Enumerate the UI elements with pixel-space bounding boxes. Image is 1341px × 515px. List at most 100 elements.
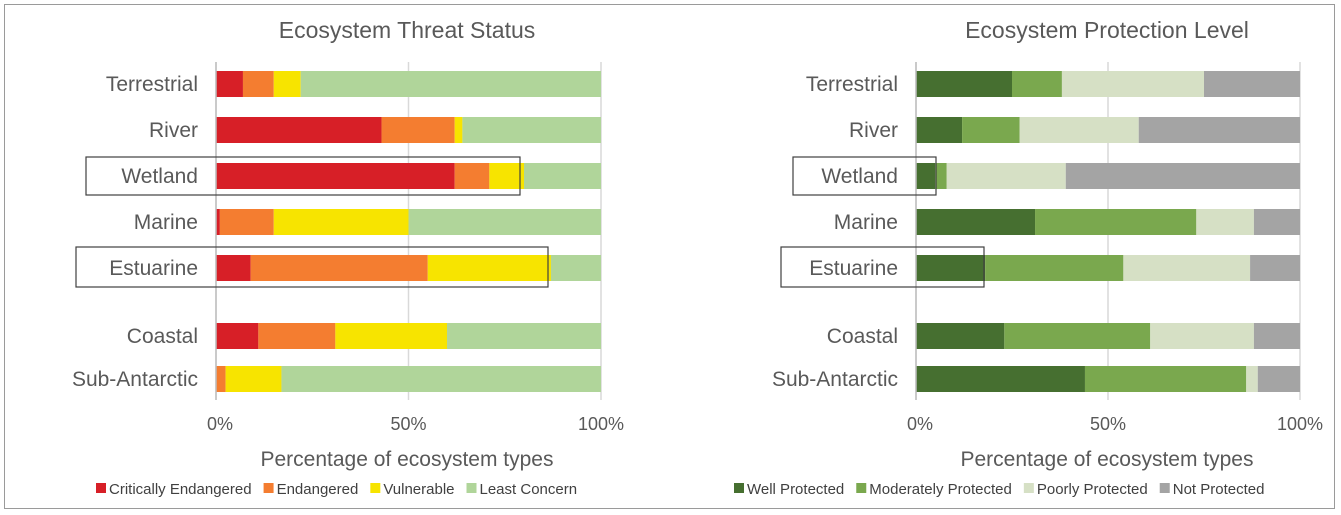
legend-swatch-least-concern — [466, 483, 477, 493]
bar-river-not-protected — [1138, 117, 1300, 143]
bar-estuarine-not-protected — [1250, 255, 1300, 281]
figure-frame — [4, 4, 1335, 509]
chart-title: Ecosystem Protection Level — [965, 17, 1249, 43]
bar-wetland-critically-endangered — [216, 163, 455, 189]
x-tick-label: 50% — [1090, 414, 1126, 434]
category-label-wetland: Wetland — [121, 165, 198, 188]
x-axis-label: Percentage of ecosystem types — [261, 448, 554, 471]
bar-marine-not-protected — [1253, 209, 1300, 235]
bar-river-least-concern — [462, 117, 601, 143]
x-tick-label: 0% — [207, 414, 233, 434]
bar-estuarine-poorly-protected — [1123, 255, 1251, 281]
bar-terrestrial-not-protected — [1204, 71, 1300, 97]
bar-estuarine-well-protected — [916, 255, 986, 281]
bar-coastal-least-concern — [447, 323, 601, 349]
category-label-estuarine: Estuarine — [109, 257, 198, 280]
bar-river-moderately-protected — [962, 117, 1020, 143]
legend-swatch-poorly-protected — [1023, 483, 1034, 493]
bar-wetland-endangered — [454, 163, 490, 189]
bar-terrestrial-critically-endangered — [216, 71, 243, 97]
legend-label-least-concern: Least Concern — [480, 481, 578, 498]
highlight-box-wetland — [792, 156, 937, 196]
bar-marine-least-concern — [408, 209, 601, 235]
bar-river-critically-endangered — [216, 117, 382, 143]
category-label-terrestrial: Terrestrial — [806, 73, 898, 96]
bar-terrestrial-poorly-protected — [1061, 71, 1204, 97]
legend-label-critically-endangered: Critically Endangered — [109, 481, 252, 498]
category-label-sub-antarctic: Sub-Antarctic — [772, 368, 898, 391]
category-label-marine: Marine — [134, 211, 198, 234]
chart-1: 0% 50% 100% Ecosystem Threat Status Terrestr… — [72, 17, 624, 498]
bar-estuarine-least-concern — [550, 255, 601, 281]
legend-label-moderately-protected: Moderately Protected — [869, 481, 1012, 498]
highlight-box-estuarine — [780, 246, 985, 288]
bar-river-poorly-protected — [1019, 117, 1139, 143]
bar-sub-antarctic-least-concern — [281, 366, 601, 392]
bar-marine-well-protected — [916, 209, 1036, 235]
bar-coastal-moderately-protected — [1004, 323, 1151, 349]
bar-sub-antarctic-vulnerable — [225, 366, 282, 392]
legend-label-endangered: Endangered — [277, 481, 359, 498]
legend-swatch-well-protected — [734, 483, 744, 493]
x-tick-label: 100% — [1277, 414, 1323, 434]
category-label-wetland: Wetland — [821, 165, 898, 188]
bar-estuarine-vulnerable — [427, 255, 551, 281]
bar-sub-antarctic-well-protected — [916, 366, 1085, 392]
category-label-terrestrial: Terrestrial — [106, 73, 198, 96]
bar-marine-poorly-protected — [1196, 209, 1254, 235]
bar-river-endangered — [381, 117, 455, 143]
legend-label-well-protected: Well Protected — [747, 481, 844, 498]
category-label-river: River — [149, 119, 198, 142]
bar-estuarine-moderately-protected — [985, 255, 1124, 281]
highlight-box-wetland — [85, 156, 521, 196]
legend-swatch-endangered — [263, 483, 274, 493]
legend-swatch-vulnerable — [370, 483, 381, 493]
bar-sub-antarctic-moderately-protected — [1084, 366, 1247, 392]
legend-swatch-not-protected — [1159, 483, 1170, 493]
bar-wetland-least-concern — [524, 163, 601, 189]
bar-marine-endangered — [219, 209, 274, 235]
bar-river-vulnerable — [454, 117, 463, 143]
bar-marine-moderately-protected — [1035, 209, 1197, 235]
bar-terrestrial-well-protected — [916, 71, 1012, 97]
bar-coastal-endangered — [258, 323, 336, 349]
x-tick-label: 0% — [907, 414, 933, 434]
x-tick-label: 50% — [390, 414, 426, 434]
legend-swatch-critically-endangered — [96, 483, 106, 493]
bar-coastal-well-protected — [916, 323, 1005, 349]
bar-wetland-well-protected — [916, 163, 936, 189]
legend-label-vulnerable: Vulnerable — [383, 481, 454, 498]
bar-marine-vulnerable — [273, 209, 409, 235]
x-axis-label: Percentage of ecosystem types — [961, 448, 1254, 471]
bar-coastal-not-protected — [1253, 323, 1300, 349]
category-label-coastal: Coastal — [127, 325, 198, 348]
bar-wetland-vulnerable — [489, 163, 524, 189]
bar-coastal-poorly-protected — [1150, 323, 1254, 349]
bar-wetland-moderately-protected — [935, 163, 947, 189]
bar-terrestrial-least-concern — [300, 71, 601, 97]
bar-sub-antarctic-poorly-protected — [1246, 366, 1258, 392]
bar-coastal-critically-endangered — [216, 323, 259, 349]
chart-2: 0% 50% 100% Ecosystem Protection Level Terre… — [734, 17, 1323, 498]
bar-wetland-poorly-protected — [946, 163, 1066, 189]
bar-terrestrial-vulnerable — [273, 71, 301, 97]
chart-title: Ecosystem Threat Status — [279, 17, 536, 43]
bar-estuarine-endangered — [250, 255, 428, 281]
bar-sub-antarctic-endangered — [216, 366, 226, 392]
legend-label-not-protected: Not Protected — [1173, 481, 1265, 498]
category-label-sub-antarctic: Sub-Antarctic — [72, 368, 198, 391]
bar-river-well-protected — [916, 117, 963, 143]
highlight-box-estuarine — [75, 246, 549, 288]
bar-estuarine-critically-endangered — [216, 255, 251, 281]
bar-marine-critically-endangered — [216, 209, 220, 235]
category-label-estuarine: Estuarine — [809, 257, 898, 280]
bar-terrestrial-moderately-protected — [1012, 71, 1062, 97]
bar-coastal-vulnerable — [335, 323, 447, 349]
category-label-coastal: Coastal — [827, 325, 898, 348]
category-label-river: River — [849, 119, 898, 142]
bar-sub-antarctic-not-protected — [1257, 366, 1300, 392]
bar-terrestrial-endangered — [242, 71, 274, 97]
bar-wetland-not-protected — [1065, 163, 1300, 189]
category-label-marine: Marine — [834, 211, 898, 234]
